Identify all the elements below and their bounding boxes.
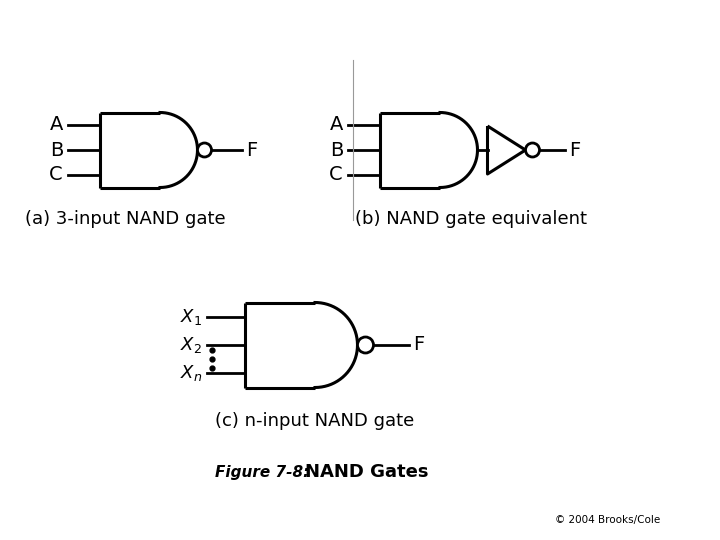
Text: F: F: [570, 140, 581, 159]
Text: A: A: [50, 116, 63, 134]
Text: © 2004 Brooks/Cole: © 2004 Brooks/Cole: [554, 515, 660, 525]
Text: $X_1$: $X_1$: [180, 307, 202, 327]
Text: Figure 7-8:: Figure 7-8:: [215, 464, 310, 480]
Text: C: C: [50, 165, 63, 185]
Text: F: F: [246, 140, 258, 159]
Text: B: B: [50, 140, 63, 159]
Text: (b) NAND gate equivalent: (b) NAND gate equivalent: [355, 210, 587, 228]
Circle shape: [358, 337, 374, 353]
Text: F: F: [413, 335, 425, 354]
Text: A: A: [330, 116, 343, 134]
Text: B: B: [330, 140, 343, 159]
Text: $X_n$: $X_n$: [180, 363, 202, 383]
Text: $X_2$: $X_2$: [180, 335, 202, 355]
Circle shape: [197, 143, 212, 157]
Circle shape: [526, 143, 539, 157]
Text: C: C: [329, 165, 343, 185]
Text: (a) 3-input NAND gate: (a) 3-input NAND gate: [25, 210, 225, 228]
Text: NAND Gates: NAND Gates: [305, 463, 428, 481]
Text: (c) n-input NAND gate: (c) n-input NAND gate: [215, 412, 414, 430]
